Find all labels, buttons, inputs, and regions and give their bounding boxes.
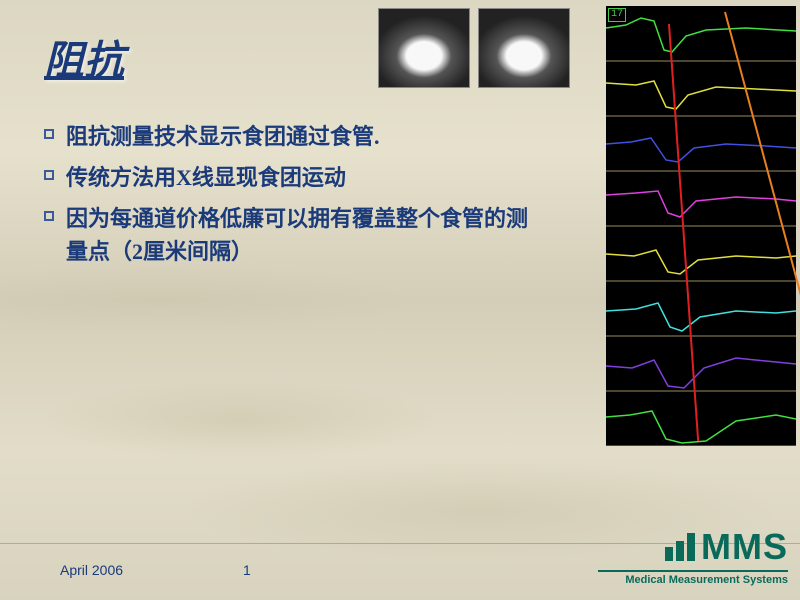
slide-footer: April 2006 1 (60, 562, 251, 578)
xray-thumbnails (378, 8, 570, 88)
xray-image-2 (478, 8, 570, 88)
bullet-text: 传统方法用X线显现食团运动 (66, 161, 346, 194)
logo-bars-icon (665, 533, 695, 561)
mms-logo: MMS Medical Measurement Systems (598, 526, 788, 586)
logo-abbr: MMS (701, 526, 788, 568)
bullet-item: 因为每通道价格低廉可以拥有覆盖整个食管的测量点（2厘米间隔） (44, 202, 544, 268)
bullet-marker-icon (44, 211, 54, 221)
bullet-text: 阻抗测量技术显示食团通过食管. (66, 120, 380, 153)
bullet-marker-icon (44, 129, 54, 139)
xray-image-1 (378, 8, 470, 88)
bullet-marker-icon (44, 170, 54, 180)
impedance-chart: 17 (606, 6, 796, 446)
slide-title: 阻抗 (44, 28, 124, 86)
logo-full-name: Medical Measurement Systems (598, 570, 788, 586)
footer-date: April 2006 (60, 562, 123, 578)
impedance-traces-svg (606, 6, 796, 446)
bullet-list: 阻抗测量技术显示食团通过食管. 传统方法用X线显现食团运动 因为每通道价格低廉可… (44, 120, 544, 276)
bullet-item: 阻抗测量技术显示食团通过食管. (44, 120, 544, 153)
footer-page-number: 1 (243, 562, 251, 578)
bullet-text: 因为每通道价格低廉可以拥有覆盖整个食管的测量点（2厘米间隔） (66, 202, 544, 268)
bullet-item: 传统方法用X线显现食团运动 (44, 161, 544, 194)
